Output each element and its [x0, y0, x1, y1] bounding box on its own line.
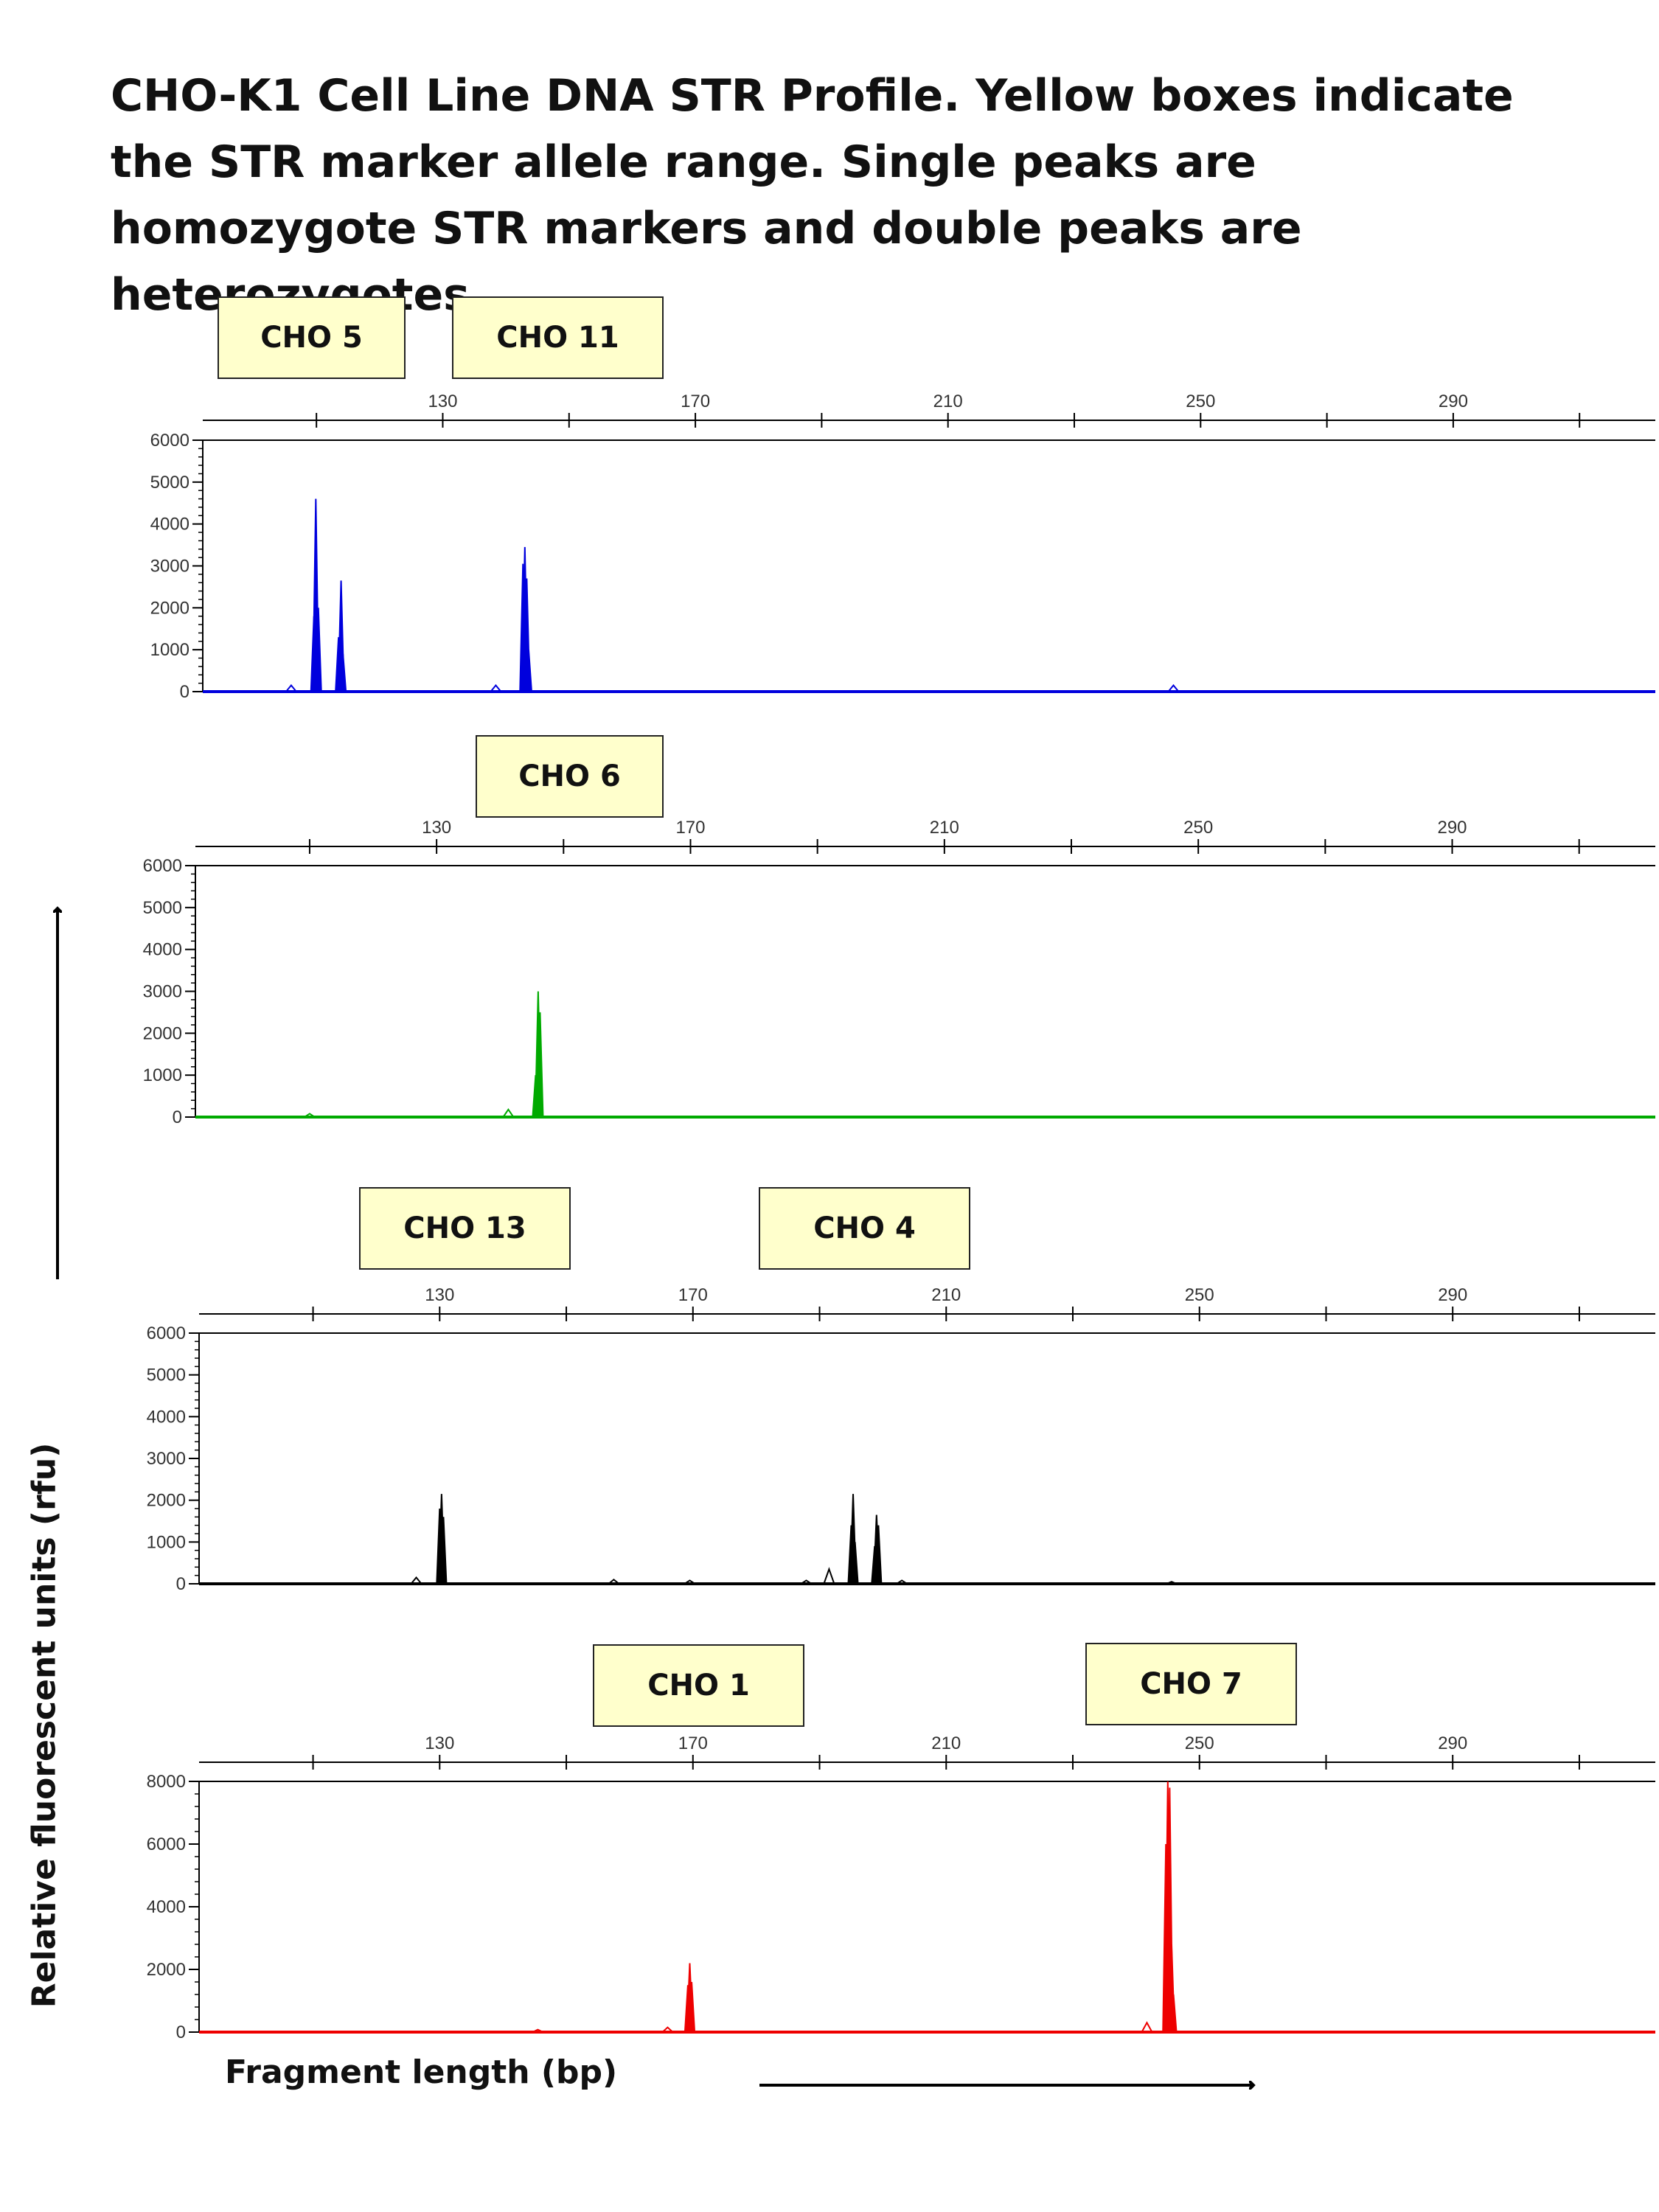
trace-peak: [799, 1579, 814, 1585]
marker-box-cho6: CHO 6: [476, 735, 664, 818]
trace-peak: [1140, 2021, 1154, 2033]
size-scale-label: 290: [1438, 1733, 1467, 1753]
marker-box-cho11: CHO 11: [452, 296, 664, 379]
trace-peak: [822, 1567, 835, 1585]
y-tick-label: 0: [180, 682, 189, 702]
y-tick-label: 3000: [143, 982, 182, 1002]
x-axis-label: Fragment length (bp): [225, 2053, 618, 2091]
size-scale-label: 130: [422, 818, 451, 838]
trace-peak: [1166, 684, 1180, 692]
trace-peak: [682, 1579, 698, 1585]
size-scale-label: 170: [678, 1285, 708, 1305]
y-tick-label: 4000: [147, 1897, 186, 1917]
y-tick-label: 2000: [150, 598, 189, 618]
y-tick-label: 6000: [143, 856, 182, 876]
trace-peak: [851, 1542, 859, 1585]
trace-peak: [536, 1012, 544, 1118]
size-scale-label: 130: [428, 392, 457, 411]
y-tick-label: 3000: [147, 1449, 186, 1469]
size-scale-label: 290: [1439, 392, 1468, 411]
y-tick-label: 5000: [147, 1366, 186, 1385]
y-tick-label: 6000: [147, 1834, 186, 1854]
size-scale-label: 250: [1185, 1285, 1214, 1305]
y-tick-label: 3000: [150, 557, 189, 577]
y-tick-label: 8000: [147, 1772, 186, 1792]
y-tick-label: 2000: [143, 1023, 182, 1043]
y-tick-label: 0: [176, 2023, 186, 2042]
trace-panel-4: 130 170 210 250 290 0 2000 4000 6000 8000: [147, 1733, 1655, 2042]
trace-peak: [501, 1107, 515, 1118]
y-tick-label: 0: [173, 1107, 182, 1127]
figure-title: CHO-K1 Cell Line DNA STR Profile. Yellow…: [111, 70, 1514, 321]
size-scale-label: 170: [678, 1733, 708, 1753]
size-scale-label: 290: [1438, 1285, 1467, 1305]
size-scale-label: 250: [1183, 818, 1213, 838]
marker-box-cho5: CHO 5: [218, 296, 406, 379]
y-tick-label: 4000: [150, 515, 189, 535]
y-tick-label: 5000: [143, 898, 182, 918]
trace-peak: [660, 2026, 675, 2033]
trace-panel-1: 130 170 210 250 290 0 1000 2000 3000 4000 5000 6000: [150, 392, 1655, 702]
trace-peak: [489, 684, 503, 692]
y-tick-label: 5000: [150, 473, 189, 493]
trace-peak: [1169, 1994, 1178, 2033]
trace-peak: [688, 1981, 696, 2033]
trace-peak: [1166, 1581, 1178, 1585]
trace-panel-3: 130 170 210 250 290 0 1000 2000 3000 4000 5000 6000: [147, 1285, 1655, 1594]
y-tick-label: 2000: [147, 1960, 186, 1980]
size-scale-label: 250: [1186, 392, 1215, 411]
y-tick-label: 6000: [150, 431, 189, 451]
trace-peak: [284, 684, 299, 692]
y-tick-label: 4000: [147, 1407, 186, 1427]
y-tick-label: 4000: [143, 940, 182, 960]
marker-box-cho13: CHO 13: [359, 1187, 571, 1270]
y-tick-label: 2000: [147, 1491, 186, 1511]
trace-peak: [532, 2028, 543, 2033]
y-tick-label: 0: [176, 1574, 186, 1594]
trace-panel-2: 130 170 210 250 290 0 1000 2000 3000 4000 5000 6000: [143, 818, 1655, 1127]
trace-peak: [606, 1579, 622, 1585]
size-scale-label: 290: [1437, 818, 1467, 838]
trace-peak: [894, 1579, 910, 1585]
size-scale-label: 170: [681, 392, 710, 411]
size-scale-label: 250: [1185, 1733, 1214, 1753]
trace-peak: [409, 1576, 423, 1585]
trace-peak: [302, 1113, 318, 1118]
y-tick-label: 6000: [147, 1324, 186, 1343]
size-scale-label: 210: [931, 1285, 961, 1305]
y-axis-label-text: Relative fluorescent units (rfu): [25, 1442, 63, 2008]
y-tick-label: 1000: [150, 640, 189, 660]
size-scale-label: 210: [931, 1733, 961, 1753]
size-scale-label: 130: [425, 1733, 454, 1753]
trace-peak: [314, 608, 322, 692]
trace-peak: [524, 650, 533, 692]
trace-peak: [439, 1517, 448, 1585]
marker-box-cho7: CHO 7: [1085, 1643, 1297, 1725]
size-scale-label: 210: [933, 392, 963, 411]
marker-box-cho4: CHO 4: [759, 1187, 970, 1270]
marker-box-cho1: CHO 1: [593, 1644, 804, 1727]
y-tick-label: 1000: [143, 1065, 182, 1085]
y-tick-label: 1000: [147, 1532, 186, 1552]
size-scale-label: 170: [675, 818, 705, 838]
size-scale-label: 130: [425, 1285, 454, 1305]
trace-peak: [874, 1525, 883, 1585]
trace-peak: [339, 653, 347, 692]
size-scale-label: 210: [930, 818, 959, 838]
